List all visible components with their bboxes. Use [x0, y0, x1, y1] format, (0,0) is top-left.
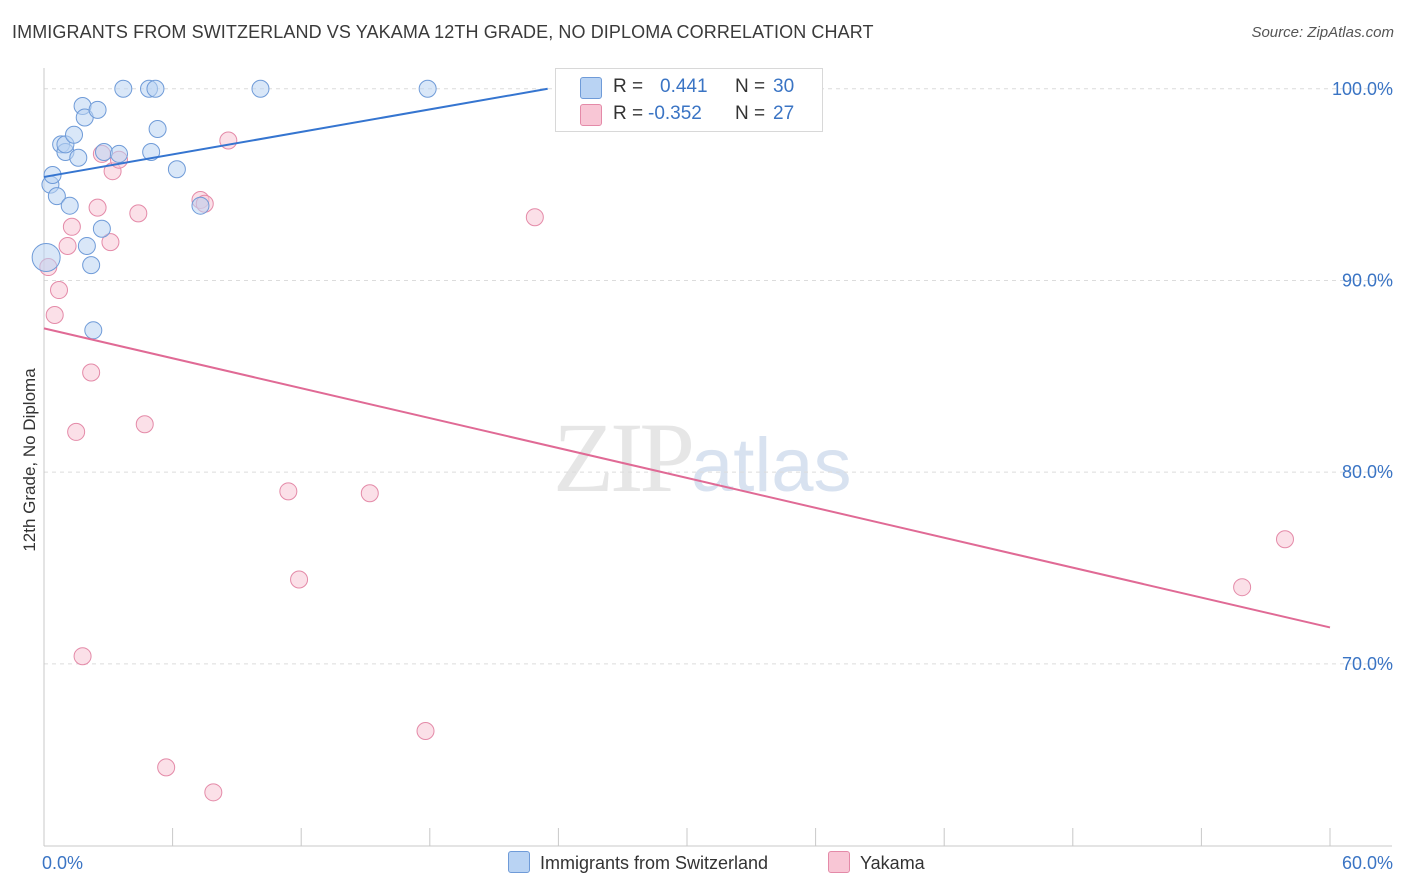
switzerland-point	[31, 242, 61, 272]
switzerland-point	[167, 160, 186, 179]
switzerland-point	[142, 143, 161, 162]
yakama-point	[88, 198, 107, 217]
yakama-point	[1233, 578, 1252, 597]
switzerland-point	[60, 196, 79, 215]
switzerland-point	[92, 219, 111, 238]
switzerland-point	[148, 120, 167, 139]
axes	[43, 68, 1392, 847]
switzerland-point	[191, 196, 210, 215]
yakama-point	[50, 281, 69, 300]
yakama-point	[157, 758, 176, 777]
yakama-point	[135, 415, 154, 434]
y-tick-label: 90.0%	[1342, 270, 1393, 290]
yakama-point	[360, 484, 379, 503]
yakama-trend-line	[43, 327, 1331, 629]
switzerland-point	[82, 256, 101, 275]
watermark: ZIPatlas	[553, 400, 852, 515]
switzerland-point	[146, 79, 165, 98]
source-credit: Source: ZipAtlas.com	[1251, 24, 1394, 41]
yakama-point	[73, 647, 92, 666]
correlation-legend: R = 0.441 N = 30 R = -0.352 N = 27	[555, 68, 823, 132]
legend-r-label: R =	[613, 76, 644, 97]
legend-r-value: -0.352	[648, 103, 702, 124]
legend-swatch-yakama	[580, 104, 602, 126]
switzerland-point	[84, 321, 103, 340]
switzerland-point	[114, 79, 133, 98]
legend-n-value: 27	[773, 103, 795, 124]
tick-labels: 100.0% 90.0% 80.0% 70.0% 0.0% 60.0%	[42, 79, 1393, 873]
y-tick-label: 80.0%	[1342, 462, 1393, 482]
chart-title: IMMIGRANTS FROM SWITZERLAND VS YAKAMA 12…	[12, 22, 874, 42]
yakama-point	[525, 208, 544, 227]
yakama-point	[204, 783, 223, 802]
y-tick-label: 70.0%	[1342, 654, 1393, 674]
yakama-point	[290, 570, 309, 589]
yakama-point	[101, 233, 120, 252]
yakama-point	[58, 236, 77, 255]
bottom-legend-swatch-switzerland	[508, 851, 530, 873]
switzerland-point	[77, 236, 96, 255]
yakama-point	[129, 204, 148, 223]
yakama-point	[1275, 530, 1294, 549]
legend-n-label: N =	[735, 76, 766, 97]
legend-n-value: 30	[773, 76, 795, 97]
legend-r-label: R =	[613, 103, 644, 124]
yakama-point	[279, 482, 298, 501]
switzerland-point	[69, 148, 88, 167]
yakama-point	[45, 305, 64, 324]
bottom-legend-swatch-yakama	[828, 851, 850, 873]
switzerland-point	[110, 144, 129, 163]
legend-r-value: 0.441	[660, 76, 708, 97]
bottom-legend-label-yakama: Yakama	[860, 853, 925, 873]
yakama-point	[82, 363, 101, 382]
legend-n-label: N =	[735, 103, 766, 124]
yakama-point	[67, 422, 86, 441]
switzerland-point	[65, 125, 84, 144]
switzerland-point	[418, 79, 437, 98]
switzerland-point	[88, 100, 107, 119]
trend-lines	[43, 87, 1331, 629]
switzerland-trend-line	[43, 87, 548, 178]
switzerland-point	[251, 79, 270, 98]
x-tick-label: 60.0%	[1342, 853, 1393, 873]
switzerland-point	[95, 143, 114, 162]
watermark-zip: ZIP	[553, 402, 695, 513]
watermark-atlas: atlas	[691, 423, 852, 508]
switzerland-point	[47, 187, 66, 206]
x-tick-label: 0.0%	[42, 853, 83, 873]
bottom-legend-switzerland: Immigrants from Switzerland	[508, 851, 768, 874]
series-yakama-points	[39, 131, 1294, 802]
bottom-legend-label-switzerland: Immigrants from Switzerland	[540, 853, 769, 873]
legend-swatch-switzerland	[580, 77, 602, 99]
bottom-legend-yakama: Yakama	[828, 851, 925, 874]
y-tick-label: 100.0%	[1332, 79, 1393, 99]
yakama-point	[62, 217, 81, 236]
yakama-point	[416, 721, 435, 740]
